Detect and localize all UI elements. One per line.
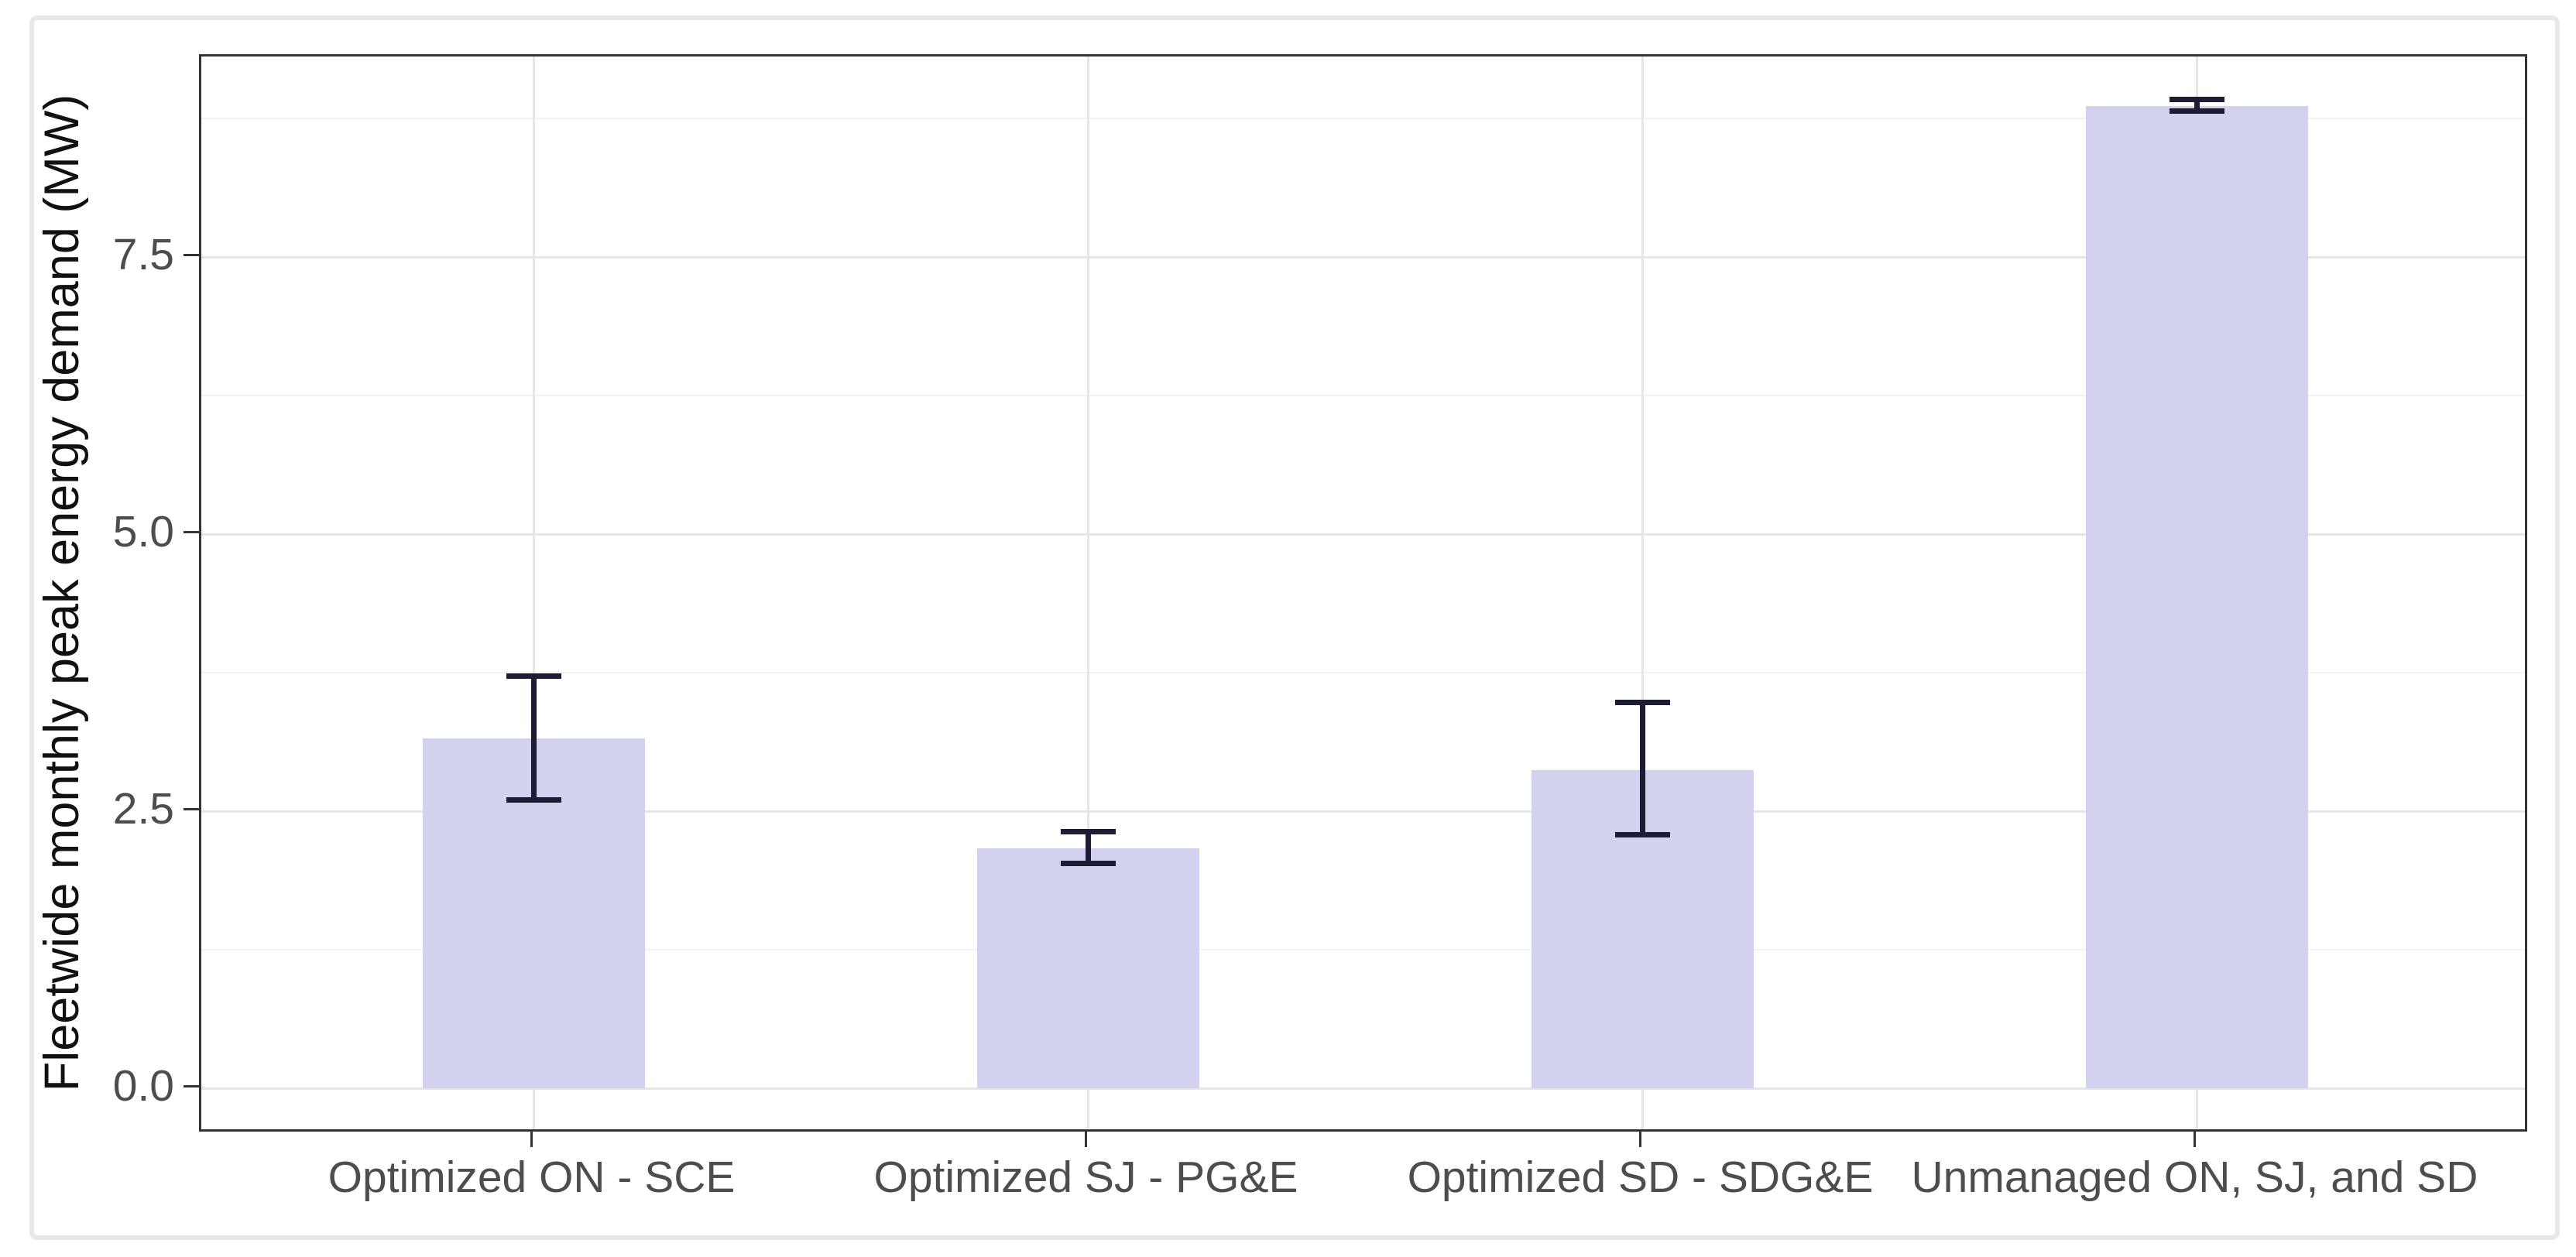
y-axis-tick	[184, 253, 199, 256]
error-bar-line	[1639, 702, 1645, 835]
gridline-major-x	[1641, 57, 1644, 1129]
bar	[977, 848, 1199, 1089]
error-bar-cap	[506, 797, 562, 803]
x-tick-label: Optimized ON - SCE	[328, 1153, 736, 1202]
y-tick-label: 7.5	[112, 230, 174, 280]
x-tick-label: Optimized SJ - PG&E	[873, 1153, 1298, 1202]
x-tick-label: Optimized SD - SDG&E	[1407, 1153, 1874, 1202]
x-axis-tick	[530, 1132, 533, 1147]
error-bar-cap	[1614, 700, 1671, 706]
y-tick-label: 2.5	[112, 784, 174, 834]
gridline-minor-y	[201, 395, 2525, 397]
error-bar-line	[1086, 831, 1092, 864]
gridline-minor-y	[201, 949, 2525, 951]
error-bar-cap	[506, 673, 562, 680]
error-bar-cap	[1614, 831, 1671, 837]
error-bar-cap	[1060, 828, 1116, 834]
error-bar-line	[2194, 99, 2200, 111]
gridline-major-x	[533, 57, 536, 1129]
x-axis-tick	[1638, 1132, 1641, 1147]
y-axis-tick	[184, 1084, 199, 1087]
gridline-major-x	[1087, 57, 1090, 1129]
y-axis-title: Fleetwide monthly peak energy demand (MW…	[35, 94, 89, 1092]
error-bar-line	[531, 676, 537, 800]
plot-panel	[199, 54, 2527, 1132]
error-bar-cap	[2169, 97, 2225, 103]
x-axis-tick	[1085, 1132, 1088, 1147]
y-tick-label: 0.0	[112, 1061, 174, 1111]
gridline-major-y	[201, 255, 2525, 259]
y-tick-label: 5.0	[112, 507, 174, 557]
error-bar-cap	[1060, 861, 1116, 867]
y-axis-tick	[184, 807, 199, 810]
error-bar-cap	[2169, 108, 2225, 114]
gridline-minor-y	[201, 118, 2525, 120]
y-axis-tick	[184, 530, 199, 533]
gridline-minor-y	[201, 672, 2525, 674]
bar	[2086, 106, 2308, 1089]
x-axis-tick	[2193, 1132, 2196, 1147]
gridline-major-y	[201, 810, 2525, 813]
gridline-major-y	[201, 1087, 2525, 1090]
gridline-major-y	[201, 533, 2525, 536]
x-tick-label: Unmanaged ON, SJ, and SD	[1911, 1153, 2478, 1202]
